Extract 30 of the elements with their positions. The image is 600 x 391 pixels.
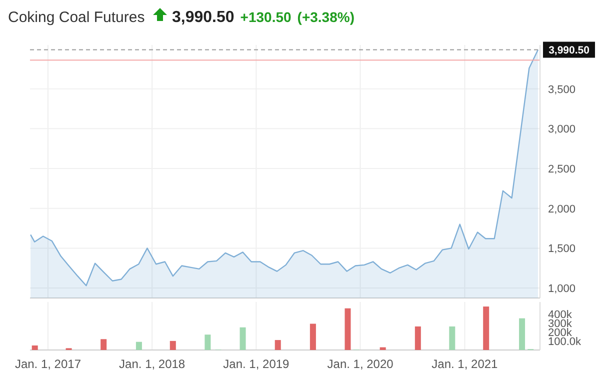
bar — [310, 324, 316, 350]
y-tick-label: 2,000 — [548, 203, 576, 216]
chart-title: Coking Coal Futures — [8, 9, 145, 26]
y-tick-label: 1,500 — [548, 243, 576, 256]
x-tick-label: Jan. 1, 2019 — [223, 357, 290, 371]
bar — [100, 339, 107, 350]
bar — [32, 345, 38, 350]
y-tick-label: 1,000 — [548, 283, 576, 296]
bar — [274, 340, 281, 350]
bar — [240, 327, 246, 350]
x-tick-label: Jan. 1, 2018 — [119, 357, 186, 371]
bar — [344, 308, 351, 350]
x-tick-label: Jan. 1, 2020 — [327, 357, 394, 371]
bar — [519, 318, 526, 350]
y-tick-label: 2,500 — [548, 164, 576, 176]
bar — [136, 342, 142, 350]
x-tick-label: Jan. 1, 2017 — [14, 357, 82, 371]
y-tick-label: 3,500 — [548, 84, 576, 96]
text: +130.50 — [240, 9, 292, 25]
y-tick-label: 3,000 — [548, 124, 576, 136]
bar — [204, 334, 211, 350]
text: 3,990.50 — [172, 9, 234, 26]
bar — [170, 340, 176, 350]
text: (+3.38%) — [297, 9, 354, 25]
bar — [483, 306, 490, 350]
bar — [449, 326, 456, 350]
x-tick-label: Jan. 1, 2021 — [432, 357, 498, 371]
bar — [380, 347, 386, 350]
ref-line-label: 3,990.50 — [548, 44, 590, 57]
bar — [414, 326, 421, 350]
